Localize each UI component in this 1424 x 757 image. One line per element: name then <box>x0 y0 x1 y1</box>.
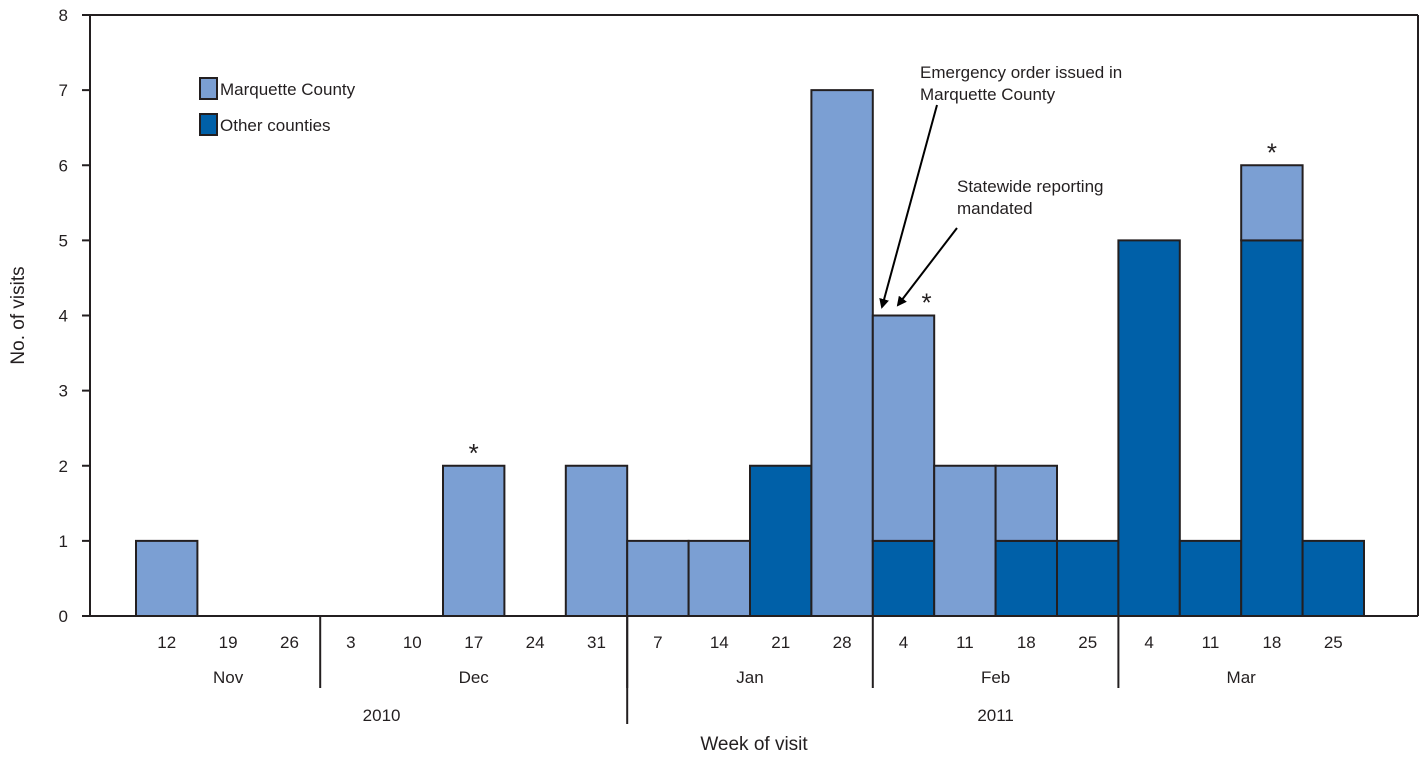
bar-marquette-county <box>442 464 506 617</box>
x-tick-label: 18 <box>1017 633 1036 652</box>
month-label: Dec <box>459 668 490 687</box>
bar-other-counties <box>1178 539 1243 617</box>
asterisk-marker: * <box>1267 137 1277 167</box>
x-tick-label: 11 <box>1202 633 1220 652</box>
y-axis-title: No. of visits <box>8 266 29 364</box>
month-label: Feb <box>981 668 1010 687</box>
x-tick-label: 18 <box>1262 633 1281 652</box>
month-label: Nov <box>213 668 244 687</box>
annotation-arrow <box>896 227 958 307</box>
y-tick-label: 5 <box>59 231 68 250</box>
legend-swatch <box>199 77 218 100</box>
annotation-arrow <box>879 104 938 309</box>
bar-marquette-county <box>626 539 690 617</box>
x-tick-label: 21 <box>771 633 790 652</box>
x-tick-label: 14 <box>710 633 729 652</box>
bar-marquette-county <box>687 539 751 617</box>
x-tick-label: 28 <box>833 633 852 652</box>
y-tick-label: 3 <box>59 382 68 401</box>
annotation-line: Emergency order issued in <box>920 63 1122 82</box>
y-tick-label: 7 <box>59 81 68 100</box>
x-tick-label: 12 <box>157 633 176 652</box>
legend-swatch <box>199 113 218 136</box>
x-tick-label: 7 <box>653 633 662 652</box>
x-tick-label: 4 <box>1144 633 1153 652</box>
bar-other-counties <box>749 464 813 617</box>
y-tick-label: 2 <box>59 457 68 476</box>
x-tick-label: 25 <box>1324 633 1343 652</box>
x-tick-label: 11 <box>956 633 974 652</box>
bar-other-counties <box>1117 239 1181 617</box>
bar-marquette-county <box>135 539 199 617</box>
x-tick-label: 31 <box>587 633 606 652</box>
x-tick-label: 3 <box>346 633 355 652</box>
y-tick-label: 0 <box>59 607 68 626</box>
legend: Marquette County Other counties <box>199 77 356 136</box>
bars-group <box>135 89 1365 617</box>
month-label: Jan <box>736 668 763 687</box>
x-tick-label: 17 <box>464 633 483 652</box>
asterisk-marker: * <box>921 288 931 318</box>
annotations-group: Emergency order issued in Marquette Count… <box>879 63 1122 309</box>
x-tick-label: 24 <box>526 633 545 652</box>
x-tick-label: 10 <box>403 633 422 652</box>
y-tick-label: 4 <box>59 307 68 326</box>
asterisk-marker: * <box>469 438 479 468</box>
bar-other-counties <box>1301 539 1365 617</box>
month-label: Mar <box>1227 668 1257 687</box>
bar-other-counties <box>994 539 1058 617</box>
bar-other-counties <box>871 539 936 617</box>
x-tick-label: 4 <box>899 633 908 652</box>
y-tick-label: 1 <box>59 532 68 551</box>
bar-other-counties <box>1240 239 1304 617</box>
legend-label: Other counties <box>220 116 331 135</box>
bar-other-counties <box>1056 539 1120 617</box>
x-tick-label: 19 <box>219 633 238 652</box>
y-tick-label: 6 <box>59 156 68 175</box>
bar-marquette-county <box>564 464 629 617</box>
bar-marquette-county <box>933 464 997 617</box>
bar-marquette-county <box>1240 164 1304 242</box>
year-label: 2011 <box>977 706 1014 725</box>
annotation-line: Statewide reporting <box>957 177 1103 196</box>
annotation-line: Marquette County <box>920 85 1056 104</box>
year-label: 2010 <box>363 706 401 725</box>
y-tick-label: 8 <box>59 6 68 25</box>
bar-marquette-county <box>871 314 936 542</box>
legend-label: Marquette County <box>220 80 356 99</box>
annotation-line: mandated <box>957 199 1033 218</box>
bar-marquette-county <box>994 464 1058 542</box>
x-tick-label: 26 <box>280 633 299 652</box>
axes-group <box>82 14 1419 724</box>
bar-marquette-county <box>810 89 874 617</box>
x-tick-label: 25 <box>1078 633 1097 652</box>
x-axis-title: Week of visit <box>700 734 808 755</box>
